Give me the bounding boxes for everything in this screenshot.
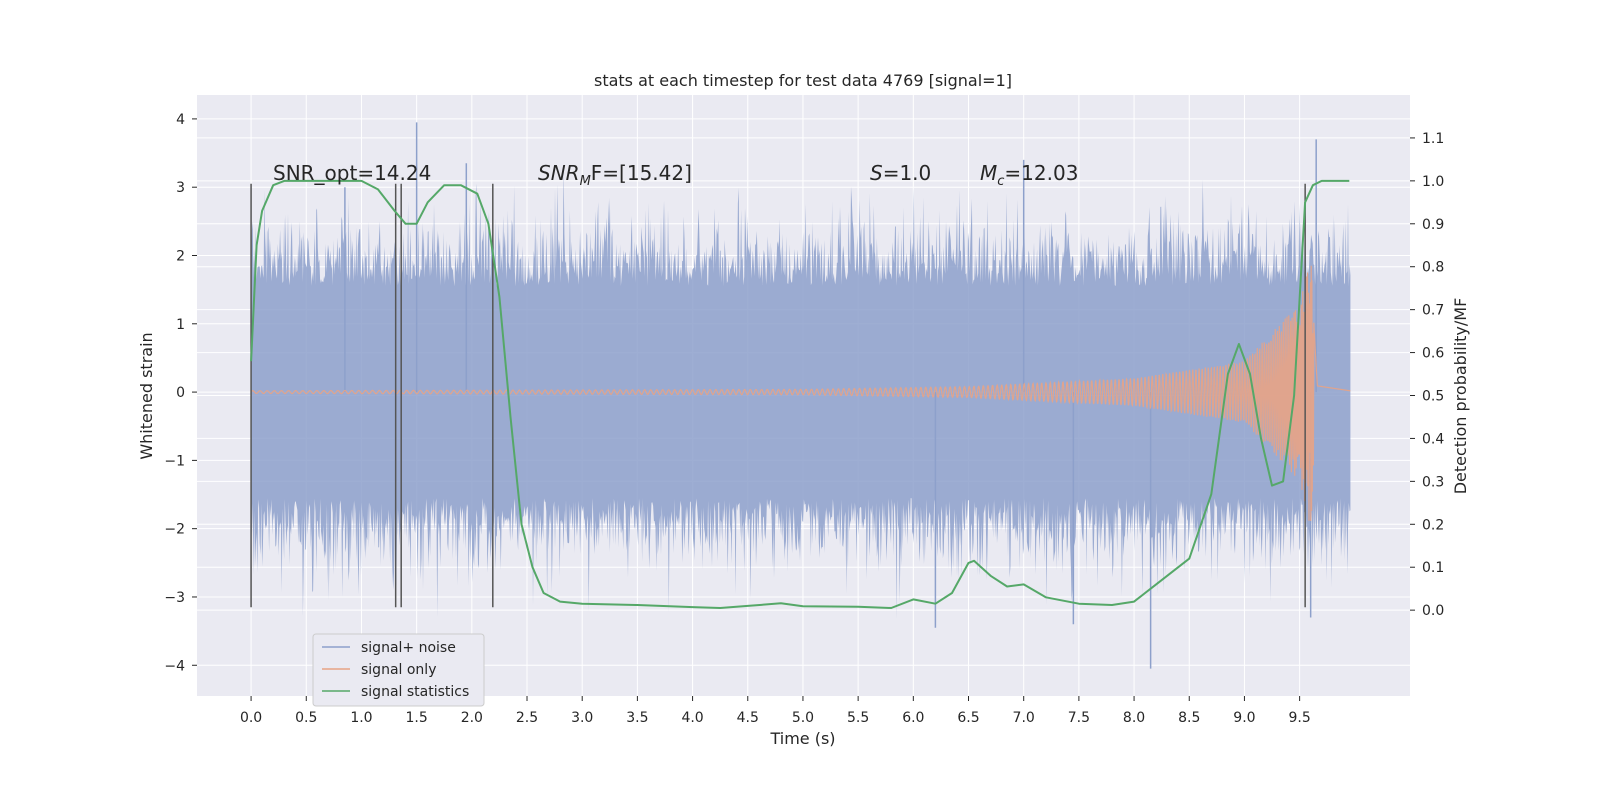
y-left-tick-label: 3 — [176, 180, 185, 196]
x-tick-label: 2.0 — [461, 710, 483, 726]
y-right-tick-label: 0.9 — [1422, 217, 1444, 233]
x-tick-label: 4.5 — [737, 710, 759, 726]
x-tick-label: 5.0 — [792, 710, 814, 726]
x-tick-label: 2.5 — [516, 710, 538, 726]
y-right-axis-label: Detection probability/MF — [1451, 298, 1470, 495]
legend-box — [312, 633, 485, 707]
y-right-tick-label: 1.0 — [1422, 174, 1444, 190]
x-tick-label: 9.5 — [1288, 710, 1310, 726]
legend-label-signal-statistics: signal statistics — [361, 684, 469, 700]
annotation-s: S=1.0 — [870, 161, 931, 185]
x-axis-ticks: 0.0 0.5 1.0 1.5 2.0 2.5 3.0 3.5 4.0 4.5 5.0 5.5 6.0 6… — [240, 696, 1311, 726]
y-left-tick-label: −3 — [164, 590, 185, 606]
x-tick-label: 1.5 — [406, 710, 428, 726]
annotation-snr-opt: SNR_opt=14.24 — [273, 161, 431, 185]
x-tick-label: 6.0 — [902, 710, 924, 726]
x-tick-label: 1.0 — [350, 710, 372, 726]
x-tick-label: 5.5 — [847, 710, 869, 726]
y-left-axis-ticks: 4 3 2 1 0 −1 −2 −3 −4 — [164, 112, 197, 674]
x-tick-label: 6.5 — [957, 710, 979, 726]
y-left-tick-label: 1 — [176, 317, 185, 333]
y-left-axis-label: Whitened strain — [137, 332, 156, 459]
annotation-mc: Mc=12.03 — [980, 161, 1078, 189]
x-tick-label: 0.5 — [295, 710, 317, 726]
y-right-tick-label: 0.2 — [1422, 517, 1444, 533]
y-right-tick-label: 0.0 — [1422, 603, 1444, 619]
x-tick-label: 7.0 — [1013, 710, 1035, 726]
chart-title: stats at each timestep for test data 476… — [594, 71, 1012, 90]
y-right-tick-label: 0.3 — [1422, 474, 1444, 490]
signal-noise-band — [251, 167, 1351, 619]
y-left-tick-label: −4 — [164, 658, 185, 674]
signal-only-line — [250, 265, 1351, 522]
y-right-tick-label: 0.5 — [1422, 389, 1444, 405]
y-left-tick-label: 2 — [176, 248, 185, 264]
legend-label-signal-noise: signal+ noise — [361, 640, 456, 656]
y-left-tick-label: 4 — [176, 112, 185, 128]
x-tick-label: 8.5 — [1178, 710, 1200, 726]
x-tick-label: 8.0 — [1123, 710, 1145, 726]
y-right-tick-label: 0.6 — [1422, 346, 1444, 362]
series-signal-only — [250, 265, 1351, 522]
y-right-tick-label: 0.4 — [1422, 431, 1444, 447]
x-tick-label: 9.0 — [1233, 710, 1255, 726]
x-tick-label: 4.0 — [681, 710, 703, 726]
y-right-tick-label: 0.7 — [1422, 303, 1444, 319]
x-tick-label: 7.5 — [1068, 710, 1090, 726]
y-right-tick-label: 0.8 — [1422, 260, 1444, 276]
legend-label-signal-only: signal only — [361, 662, 436, 678]
y-right-tick-label: 1.1 — [1422, 131, 1444, 147]
x-tick-label: 0.0 — [240, 710, 262, 726]
series-signal-statistics — [250, 179, 1350, 609]
x-tick-label: 3.5 — [626, 710, 648, 726]
series-signal-noise — [251, 122, 1351, 669]
y-left-tick-label: 0 — [176, 385, 185, 401]
legend: signal+ noise signal only signal statist… — [312, 633, 485, 707]
y-left-tick-label: −1 — [164, 453, 185, 469]
y-right-axis-ticks: 1.1 1.0 0.9 0.8 0.7 0.6 0.5 0.4 0.3 0.2 0.1 0.0 — [1410, 131, 1444, 619]
x-tick-label: 3.0 — [571, 710, 593, 726]
y-left-tick-label: −2 — [164, 522, 185, 538]
x-axis-label: Time (s) — [769, 729, 835, 748]
signal-statistics-line — [250, 179, 1350, 609]
y-right-tick-label: 0.1 — [1422, 560, 1444, 576]
annotation-snr-mf: SNRMF=[15.42] — [538, 161, 692, 189]
